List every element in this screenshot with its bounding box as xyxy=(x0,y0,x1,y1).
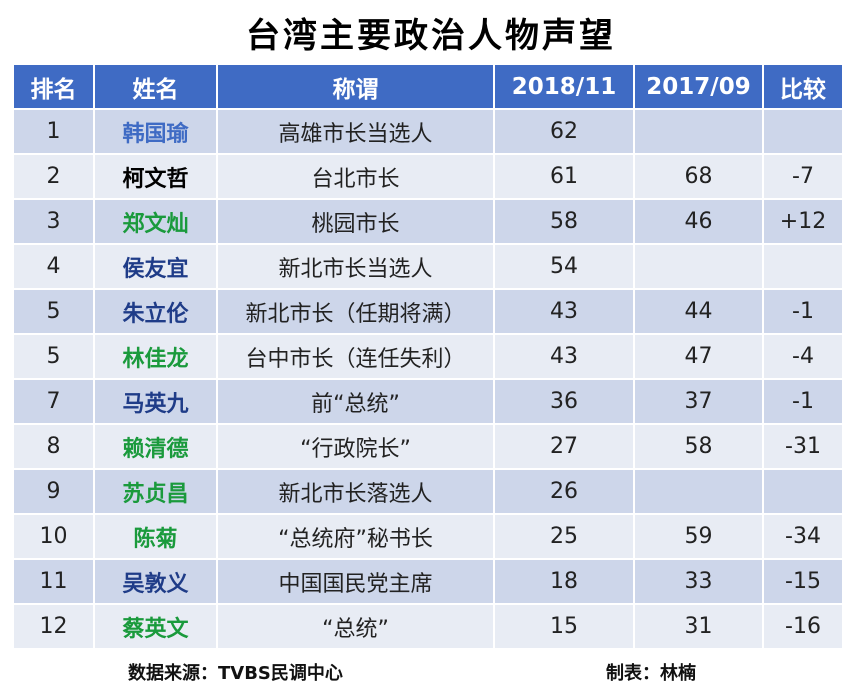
table-row: 9 苏贞昌 新北市长落选人 26 xyxy=(14,470,842,513)
cell-compare: -34 xyxy=(764,515,842,558)
cell-title: 前“总统” xyxy=(218,380,493,423)
cell-2018: 58 xyxy=(495,200,633,243)
table-row: 1 韩国瑜 高雄市长当选人 62 xyxy=(14,110,842,153)
cell-2017 xyxy=(635,110,762,153)
table-row: 5 林佳龙 台中市长（连任失利） 43 47 -4 xyxy=(14,335,842,378)
cell-compare: -1 xyxy=(764,290,842,333)
table-row: 3 郑文灿 桃园市长 58 46 +12 xyxy=(14,200,842,243)
cell-title: 高雄市长当选人 xyxy=(218,110,493,153)
header-title: 称谓 xyxy=(218,65,493,108)
cell-compare xyxy=(764,110,842,153)
table-row: 10 陈菊 “总统府”秘书长 25 59 -34 xyxy=(14,515,842,558)
cell-rank: 8 xyxy=(14,425,93,468)
cell-2018: 61 xyxy=(495,155,633,198)
cell-2017 xyxy=(635,245,762,288)
cell-rank: 11 xyxy=(14,560,93,603)
cell-title: 桃园市长 xyxy=(218,200,493,243)
cell-2018: 25 xyxy=(495,515,633,558)
cell-name: 蔡英文 xyxy=(95,605,216,648)
table-row: 8 赖清德 “行政院长” 27 58 -31 xyxy=(14,425,842,468)
cell-rank: 9 xyxy=(14,470,93,513)
cell-2018: 36 xyxy=(495,380,633,423)
cell-2018: 27 xyxy=(495,425,633,468)
cell-title: “总统” xyxy=(218,605,493,648)
table-row: 11 吴敦义 中国国民党主席 18 33 -15 xyxy=(14,560,842,603)
cell-compare: -16 xyxy=(764,605,842,648)
table-row: 5 朱立伦 新北市长（任期将满） 43 44 -1 xyxy=(14,290,842,333)
cell-title: 新北市长落选人 xyxy=(218,470,493,513)
cell-title: “总统府”秘书长 xyxy=(218,515,493,558)
cell-title: 新北市长（任期将满） xyxy=(218,290,493,333)
cell-name: 侯友宜 xyxy=(95,245,216,288)
table-row: 7 马英九 前“总统” 36 37 -1 xyxy=(14,380,842,423)
table-row: 12 蔡英文 “总统” 15 31 -16 xyxy=(14,605,842,648)
cell-rank: 10 xyxy=(14,515,93,558)
cell-name: 陈菊 xyxy=(95,515,216,558)
cell-name: 郑文灿 xyxy=(95,200,216,243)
page-title: 台湾主要政治人物声望 xyxy=(246,16,616,56)
table-header-row: 排名 姓名 称谓 2018/11 2017/09 比较 xyxy=(14,65,842,108)
cell-2017: 47 xyxy=(635,335,762,378)
cell-2017: 31 xyxy=(635,605,762,648)
cell-2017: 68 xyxy=(635,155,762,198)
header-2017: 2017/09 xyxy=(635,65,762,108)
cell-title: “行政院长” xyxy=(218,425,493,468)
cell-2018: 54 xyxy=(495,245,633,288)
cell-rank: 5 xyxy=(14,335,93,378)
cell-rank: 1 xyxy=(14,110,93,153)
source-note: 数据来源：TVBS民调中心 xyxy=(128,663,343,684)
cell-compare xyxy=(764,245,842,288)
cell-2017: 37 xyxy=(635,380,762,423)
header-name: 姓名 xyxy=(95,65,216,108)
cell-name: 林佳龙 xyxy=(95,335,216,378)
cell-name: 苏贞昌 xyxy=(95,470,216,513)
cell-name: 韩国瑜 xyxy=(95,110,216,153)
cell-title: 新北市长当选人 xyxy=(218,245,493,288)
cell-compare: -1 xyxy=(764,380,842,423)
cell-2017: 33 xyxy=(635,560,762,603)
ratings-table: 排名 姓名 称谓 2018/11 2017/09 比较 1 韩国瑜 高雄市长当选人 6… xyxy=(12,63,844,650)
cell-2017: 59 xyxy=(635,515,762,558)
cell-2017 xyxy=(635,470,762,513)
header-compare: 比较 xyxy=(764,65,842,108)
cell-name: 柯文哲 xyxy=(95,155,216,198)
cell-name: 赖清德 xyxy=(95,425,216,468)
cell-2017: 44 xyxy=(635,290,762,333)
cell-2018: 43 xyxy=(495,335,633,378)
cell-title: 台中市长（连任失利） xyxy=(218,335,493,378)
cell-rank: 4 xyxy=(14,245,93,288)
table-body: 1 韩国瑜 高雄市长当选人 62 2 柯文哲 台北市长 61 68 -7 3 郑文灿 桃园市长 58 46 +… xyxy=(14,110,842,648)
cell-2017: 58 xyxy=(635,425,762,468)
cell-2017: 46 xyxy=(635,200,762,243)
cell-compare: +12 xyxy=(764,200,842,243)
cell-compare: -15 xyxy=(764,560,842,603)
header-rank: 排名 xyxy=(14,65,93,108)
cell-2018: 26 xyxy=(495,470,633,513)
cell-2018: 18 xyxy=(495,560,633,603)
cell-rank: 2 xyxy=(14,155,93,198)
cell-2018: 62 xyxy=(495,110,633,153)
cell-compare: -7 xyxy=(764,155,842,198)
cell-rank: 12 xyxy=(14,605,93,648)
cell-compare: -31 xyxy=(764,425,842,468)
table-row: 4 侯友宜 新北市长当选人 54 xyxy=(14,245,842,288)
cell-compare: -4 xyxy=(764,335,842,378)
cell-name: 朱立伦 xyxy=(95,290,216,333)
cell-rank: 7 xyxy=(14,380,93,423)
cell-compare xyxy=(764,470,842,513)
author-note: 制表：林楠 xyxy=(606,663,696,684)
header-2018: 2018/11 xyxy=(495,65,633,108)
cell-rank: 5 xyxy=(14,290,93,333)
cell-rank: 3 xyxy=(14,200,93,243)
cell-2018: 43 xyxy=(495,290,633,333)
cell-title: 台北市长 xyxy=(218,155,493,198)
cell-name: 吴敦义 xyxy=(95,560,216,603)
cell-name: 马英九 xyxy=(95,380,216,423)
cell-2018: 15 xyxy=(495,605,633,648)
table-row: 2 柯文哲 台北市长 61 68 -7 xyxy=(14,155,842,198)
cell-title: 中国国民党主席 xyxy=(218,560,493,603)
